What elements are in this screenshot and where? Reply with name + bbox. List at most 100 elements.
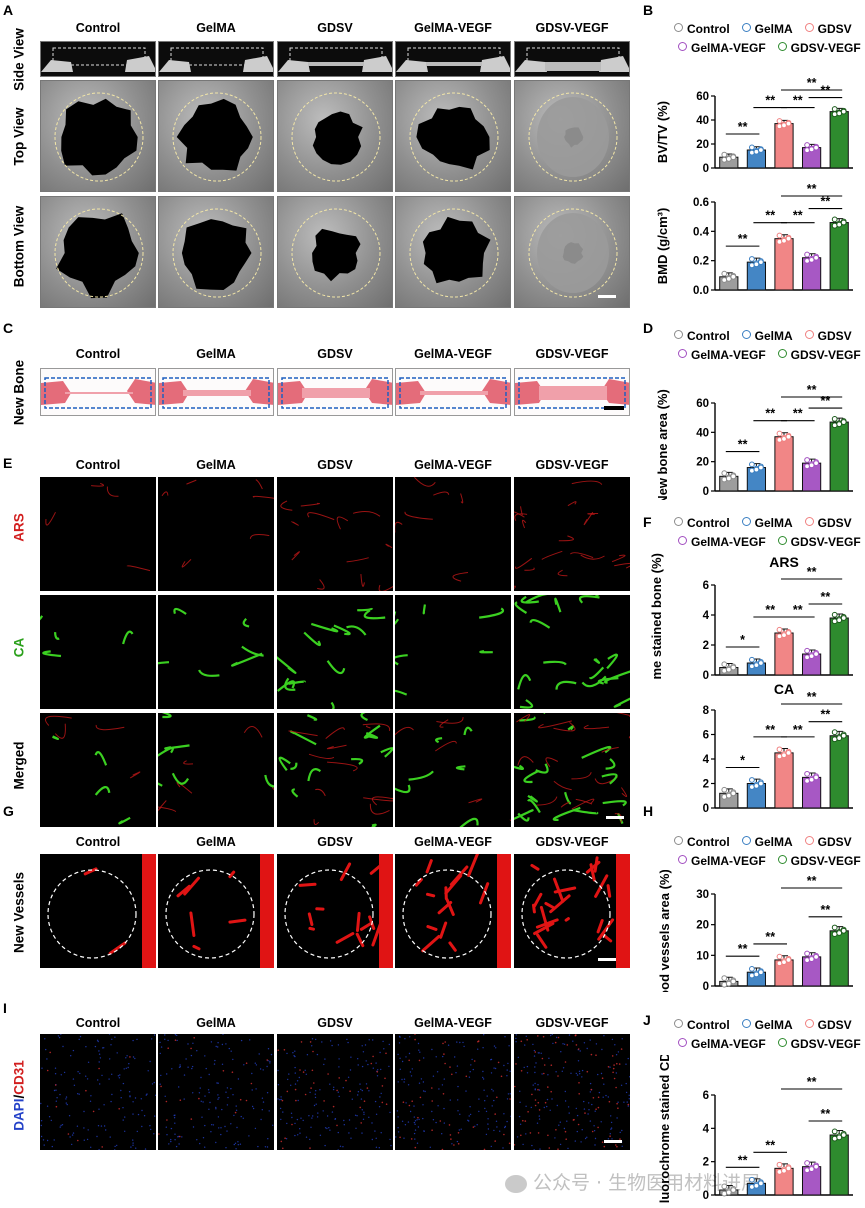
cd31-label: CD31 bbox=[11, 1060, 27, 1095]
data-point bbox=[721, 151, 728, 158]
significance-label: ** bbox=[821, 394, 831, 408]
data-point bbox=[721, 470, 728, 477]
data-point bbox=[840, 219, 847, 226]
column-label: Control bbox=[75, 458, 121, 472]
data-point bbox=[804, 1160, 811, 1166]
watermark: 公众号 · 生物医用材料进展 bbox=[505, 1168, 760, 1195]
histology-image bbox=[277, 368, 393, 416]
y-tick-label: 40 bbox=[696, 427, 709, 439]
y-tick-label: 20 bbox=[696, 457, 709, 469]
column-label: GDSV bbox=[317, 1016, 353, 1030]
ct-side-view-image bbox=[158, 41, 274, 77]
panel-letter-d: D bbox=[643, 320, 654, 336]
data-point bbox=[813, 254, 820, 261]
legend-label: GDSV bbox=[817, 22, 852, 36]
data-point bbox=[785, 630, 792, 636]
fluorescence-image-ca bbox=[40, 595, 156, 709]
data-point bbox=[785, 957, 792, 963]
y-axis-label: Area of fluorochrome stained CD31 (%) bbox=[657, 1055, 672, 1203]
column-label: GelMA bbox=[196, 458, 236, 472]
data-point bbox=[781, 959, 787, 966]
legend-label: GDSV-VEGF bbox=[790, 41, 861, 55]
bar-chart-F2: 0 2 4 6 8 * ** ** ** ** CA bbox=[645, 680, 863, 817]
data-point bbox=[840, 927, 847, 934]
panel-letter-j: J bbox=[643, 1012, 651, 1028]
column-label: GDSV-VEGF bbox=[535, 835, 609, 849]
scale-bar bbox=[604, 406, 624, 410]
vessel-image bbox=[277, 854, 393, 968]
y-axis-label: Area of fluorochrome stained bone (%) bbox=[649, 553, 664, 680]
data-point bbox=[804, 770, 811, 777]
chart-title: CA bbox=[774, 681, 794, 697]
data-point bbox=[813, 1163, 820, 1170]
y-tick-label: 0.6 bbox=[693, 197, 709, 209]
significance-label: ** bbox=[793, 723, 803, 737]
data-point bbox=[813, 953, 820, 960]
data-point bbox=[785, 433, 792, 440]
panel-letter-f: F bbox=[643, 514, 652, 530]
data-point bbox=[721, 270, 728, 277]
significance-label: ** bbox=[821, 195, 831, 209]
row-label-dapi-cd31: DAPI/CD31 bbox=[12, 1026, 27, 1166]
significance-label: ** bbox=[738, 942, 748, 956]
data-point bbox=[831, 216, 838, 223]
y-tick-label: 8 bbox=[703, 705, 710, 717]
significance-label: ** bbox=[793, 209, 803, 223]
ct-bottom-view-image bbox=[277, 196, 393, 308]
data-point bbox=[836, 1134, 843, 1141]
ct-top-view-image bbox=[395, 80, 511, 192]
column-label: GDSV bbox=[317, 347, 353, 361]
bar-chart-F1: 0 2 4 6 * ** ** ** ** ARS Area of fluorochrome sta… bbox=[645, 553, 863, 793]
dapi-cd31-image bbox=[277, 1034, 393, 1150]
data-point bbox=[836, 221, 843, 228]
legend-label: GDSV bbox=[817, 516, 852, 530]
data-point bbox=[776, 430, 783, 437]
data-point bbox=[808, 653, 815, 660]
significance-label: ** bbox=[765, 723, 775, 737]
legend-marker-icon bbox=[674, 836, 683, 845]
data-point bbox=[813, 144, 820, 151]
y-tick-label: 20 bbox=[696, 139, 709, 151]
data-point bbox=[840, 108, 847, 115]
column-label: GelMA-VEGF bbox=[414, 21, 492, 35]
data-point bbox=[758, 969, 764, 976]
data-point bbox=[758, 780, 764, 787]
data-point bbox=[804, 457, 811, 463]
data-point bbox=[776, 746, 783, 753]
legend-marker-icon bbox=[804, 1019, 814, 1028]
panel-letter-h: H bbox=[643, 803, 654, 819]
y-tick-label: 6 bbox=[703, 1090, 709, 1102]
data-point bbox=[725, 792, 732, 799]
dapi-label: DAPI bbox=[11, 1098, 27, 1131]
data-point bbox=[836, 735, 843, 741]
data-point bbox=[808, 956, 815, 962]
data-point bbox=[753, 466, 760, 473]
panel-letter-e: E bbox=[3, 455, 13, 471]
data-point bbox=[813, 651, 820, 657]
legend: Control GelMA GDSV GelMA-VEGF GDSV-VEGF bbox=[674, 327, 864, 365]
dapi-cd31-image bbox=[158, 1034, 274, 1150]
data-point bbox=[808, 1166, 815, 1172]
data-point bbox=[758, 1180, 764, 1187]
y-tick-label: 0 bbox=[703, 803, 709, 812]
legend-marker-icon bbox=[674, 1019, 683, 1028]
significance-label: ** bbox=[807, 1075, 817, 1089]
bar bbox=[829, 617, 849, 676]
bar bbox=[829, 222, 849, 291]
panel-letter-b: B bbox=[643, 2, 654, 18]
legend-marker-icon bbox=[804, 23, 814, 32]
data-point bbox=[721, 661, 728, 668]
data-point bbox=[813, 774, 820, 781]
vessel-image bbox=[395, 854, 511, 968]
significance-label: ** bbox=[738, 120, 748, 134]
column-label: GDSV-VEGF bbox=[535, 458, 609, 472]
significance-label: ** bbox=[793, 407, 803, 421]
significance-label: ** bbox=[765, 407, 775, 421]
legend-marker-icon bbox=[804, 836, 814, 845]
data-point bbox=[753, 782, 760, 789]
significance-label: ** bbox=[738, 232, 748, 246]
significance-label: ** bbox=[807, 690, 817, 704]
dapi-cd31-image bbox=[514, 1034, 630, 1150]
significance-label: * bbox=[740, 633, 745, 647]
legend-marker-icon bbox=[741, 23, 751, 32]
